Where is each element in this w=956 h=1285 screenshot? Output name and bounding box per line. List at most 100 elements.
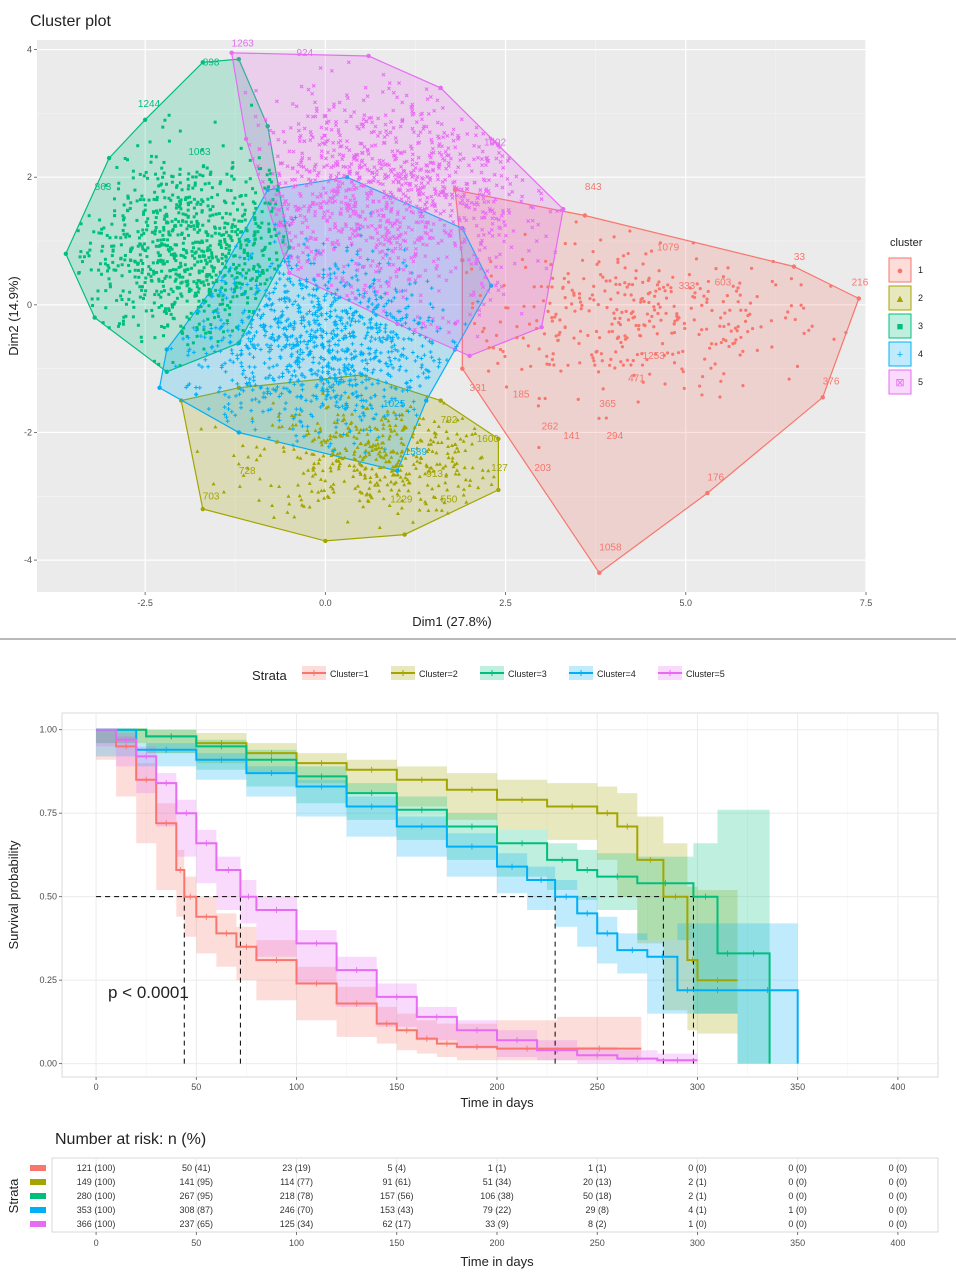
cluster-point bbox=[570, 288, 574, 292]
cluster-point bbox=[297, 139, 302, 144]
cluster-point bbox=[310, 91, 315, 96]
cluster-point bbox=[637, 323, 641, 328]
cluster-point bbox=[205, 262, 209, 266]
cluster-point bbox=[198, 279, 202, 283]
cluster-point bbox=[411, 452, 416, 457]
cluster-point bbox=[184, 220, 188, 224]
cluster-point bbox=[331, 448, 336, 453]
cluster-point bbox=[284, 228, 289, 232]
cluster-point bbox=[319, 125, 324, 130]
cluster-point bbox=[412, 318, 417, 323]
cluster-point bbox=[454, 344, 459, 349]
cluster-hull-vertex bbox=[582, 213, 588, 218]
censor-mark bbox=[403, 1027, 410, 1034]
cluster-point bbox=[588, 296, 592, 301]
cluster-point bbox=[738, 281, 742, 285]
cluster-point bbox=[483, 275, 488, 280]
cluster-point bbox=[360, 209, 365, 214]
cluster-point bbox=[363, 454, 368, 458]
cluster-point bbox=[390, 200, 395, 205]
cluster-point bbox=[121, 218, 125, 222]
cluster-point bbox=[402, 160, 407, 165]
cluster-point bbox=[239, 405, 244, 410]
survival-legend-label: Cluster=1 bbox=[330, 669, 369, 679]
cluster-point bbox=[181, 241, 185, 245]
risk-table-cell: 4 (1) bbox=[688, 1205, 707, 1215]
cluster-point bbox=[559, 208, 564, 213]
cluster-point bbox=[178, 275, 182, 279]
cluster-point bbox=[691, 241, 695, 245]
cluster-point bbox=[721, 275, 726, 279]
cluster-point bbox=[210, 344, 215, 349]
cluster-point bbox=[301, 434, 306, 439]
cluster-point bbox=[483, 211, 488, 216]
cluster-point bbox=[424, 243, 429, 247]
cluster-point bbox=[240, 443, 245, 448]
cluster-point bbox=[414, 454, 419, 459]
cluster-point bbox=[219, 365, 224, 370]
cluster-point bbox=[404, 93, 409, 98]
cluster-point bbox=[136, 262, 140, 266]
cluster-point bbox=[431, 236, 436, 241]
cluster-point bbox=[394, 274, 399, 279]
cluster-point bbox=[426, 508, 431, 512]
cluster-point bbox=[430, 341, 435, 346]
cluster-point bbox=[156, 177, 160, 181]
cluster-point bbox=[272, 338, 277, 343]
cluster-point bbox=[124, 302, 128, 306]
cluster-point bbox=[352, 234, 357, 239]
cluster-point bbox=[385, 372, 390, 377]
cluster-point bbox=[469, 200, 474, 205]
cluster-point bbox=[330, 154, 335, 159]
cluster-point bbox=[339, 230, 344, 234]
risk-table-cell: 91 (61) bbox=[382, 1177, 411, 1187]
cluster-point bbox=[284, 289, 289, 294]
cluster-point bbox=[418, 455, 423, 459]
cluster-point bbox=[182, 236, 186, 240]
cluster-point bbox=[193, 291, 197, 295]
cluster-point bbox=[374, 326, 379, 331]
cluster-point bbox=[308, 204, 313, 209]
cluster-point bbox=[399, 463, 404, 467]
cluster-point bbox=[128, 234, 132, 238]
cluster-point bbox=[357, 292, 362, 297]
censor-mark bbox=[318, 773, 325, 780]
cluster-point bbox=[247, 377, 252, 382]
cluster-point bbox=[624, 309, 628, 313]
cluster-point bbox=[436, 164, 441, 169]
cluster-point bbox=[383, 326, 388, 331]
cluster-point bbox=[214, 255, 218, 259]
cluster-point bbox=[332, 332, 337, 337]
cluster-point bbox=[423, 324, 428, 329]
cluster-point bbox=[133, 259, 137, 263]
cluster-point bbox=[456, 215, 461, 220]
cluster-point bbox=[431, 222, 436, 227]
cluster-point bbox=[425, 394, 430, 398]
cluster-point bbox=[395, 267, 400, 272]
cluster-point bbox=[553, 250, 558, 255]
cluster-point bbox=[257, 156, 261, 160]
cluster-point bbox=[632, 298, 636, 302]
censor-mark bbox=[519, 796, 526, 803]
cluster-point bbox=[417, 209, 422, 214]
cluster-point bbox=[325, 150, 330, 155]
cluster-point bbox=[428, 442, 433, 446]
cluster-point bbox=[100, 249, 104, 253]
cluster-point bbox=[195, 449, 200, 453]
cluster-hulls bbox=[63, 50, 861, 576]
cluster-point bbox=[167, 139, 171, 143]
cluster-point bbox=[251, 243, 255, 247]
cluster-point bbox=[365, 325, 370, 330]
cluster-point bbox=[276, 224, 281, 228]
cluster-point bbox=[490, 216, 495, 221]
cluster-point bbox=[433, 495, 438, 499]
cluster-point bbox=[734, 289, 739, 293]
cluster-point bbox=[263, 293, 268, 298]
cluster-point bbox=[697, 332, 701, 337]
cluster-point bbox=[232, 262, 236, 266]
cluster-point bbox=[370, 259, 375, 263]
cluster-point bbox=[481, 330, 485, 334]
cluster-point bbox=[487, 191, 492, 196]
cluster-point bbox=[394, 289, 399, 294]
cluster-point bbox=[476, 196, 480, 200]
